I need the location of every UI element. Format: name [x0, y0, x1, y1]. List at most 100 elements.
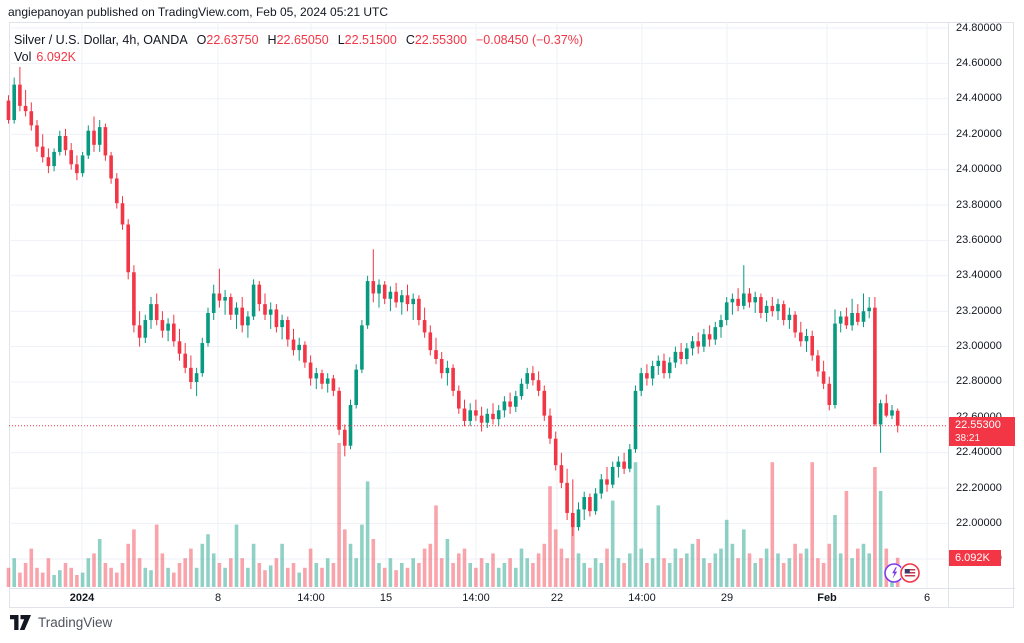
candle-body: [428, 332, 433, 351]
candle-body: [781, 304, 786, 321]
candle-body: [377, 284, 381, 294]
candle-body: [365, 281, 370, 326]
volume-bar: [428, 543, 433, 587]
volume-bar: [360, 524, 364, 587]
candle-body: [103, 127, 108, 156]
volume-bar: [827, 543, 832, 587]
volume-bar: [764, 548, 769, 587]
candle-body: [189, 367, 193, 382]
candle-body: [753, 297, 757, 303]
volume-bar: [126, 543, 130, 587]
candle-body: [713, 327, 718, 340]
volume-bar: [400, 563, 404, 587]
candle-body: [457, 390, 461, 409]
time-tick-label: 14:00: [297, 592, 325, 604]
time-axis[interactable]: [9, 588, 1015, 608]
volume-bar: [747, 553, 752, 587]
tradingview-logo[interactable]: TradingView: [10, 615, 112, 630]
legend-row-volume: Vol 6.092K: [14, 49, 583, 66]
volume-bar: [434, 505, 438, 587]
volume-bar: [479, 558, 484, 587]
volume-bar: [382, 567, 387, 587]
candle-body: [343, 429, 347, 446]
candle-body: [291, 339, 296, 351]
candle-body: [52, 151, 56, 167]
candle-body: [571, 512, 575, 528]
candle-body: [610, 466, 615, 485]
volume-bar: [804, 548, 809, 587]
volume-bar: [605, 548, 609, 587]
candle-body: [177, 341, 182, 354]
volume-bar: [793, 543, 797, 587]
candle-body: [685, 348, 689, 359]
ohlc-o-value: O22.63750: [196, 33, 259, 47]
ohlc-c-value: C22.55300: [405, 33, 467, 47]
candle-body: [240, 307, 244, 326]
candle-body: [468, 410, 472, 421]
time-tick-label: Feb: [817, 592, 837, 604]
volume-bar: [109, 567, 113, 587]
time-tick-label: 14:00: [628, 592, 656, 604]
volume-bar: [194, 567, 199, 587]
price-tick-label: 22.80000: [956, 375, 1002, 388]
volume-bar: [548, 486, 552, 587]
candle-body: [690, 341, 695, 349]
change-value: −0.08450 (−0.37%): [475, 33, 584, 47]
candle-body: [109, 155, 113, 179]
candle-body: [616, 461, 621, 467]
volume-bar: [365, 481, 370, 587]
volume-bar: [810, 462, 814, 587]
volume-bar: [314, 563, 319, 587]
candle-body: [154, 304, 159, 321]
candle-body: [479, 415, 484, 423]
volume-bar: [286, 567, 290, 587]
volume-bar: [496, 567, 501, 587]
volume-bar: [343, 529, 347, 587]
volume-bar: [291, 563, 296, 587]
candle-body: [246, 316, 250, 326]
candle-body: [92, 130, 96, 145]
candle-body: [120, 203, 125, 225]
candle-body: [251, 284, 256, 317]
us-flag-event-icon[interactable]: [899, 562, 921, 584]
candle-body: [799, 332, 803, 342]
price-tick-label: 24.40000: [956, 92, 1002, 105]
candle-body: [143, 320, 148, 338]
candle-body: [297, 344, 301, 351]
candle-body: [565, 482, 569, 513]
volume-bar: [690, 543, 695, 587]
attribution-text: angiepanoyan published on TradingView.co…: [8, 5, 389, 19]
volume-bar: [377, 563, 381, 587]
candle-body: [382, 284, 387, 299]
candle-body: [827, 383, 832, 405]
volume-bar: [303, 567, 307, 587]
volume-bar: [576, 553, 581, 587]
candle-body: [411, 298, 415, 305]
candle-body: [200, 343, 205, 374]
chart-legend[interactable]: Silver / U.S. Dollar, 4h, OANDA O22.63750…: [14, 32, 583, 66]
volume-bar: [280, 543, 284, 587]
volume-bar: [485, 563, 490, 587]
volume-bar: [759, 558, 763, 587]
candle-body: [405, 295, 410, 305]
candle-body: [485, 413, 490, 423]
candle-body: [474, 410, 478, 416]
candle-body: [633, 390, 638, 450]
candle-body: [434, 350, 438, 359]
volume-bar: [491, 553, 495, 587]
volume-bar: [622, 563, 626, 587]
volume-bar: [850, 558, 854, 587]
volume-bar: [69, 567, 73, 587]
volume-bar: [610, 500, 615, 587]
volume-bar: [40, 572, 45, 587]
candle-body: [536, 380, 541, 391]
candle-body: [223, 297, 227, 301]
volume-bar: [565, 558, 569, 587]
candle-body: [394, 291, 398, 303]
volume-bar: [776, 553, 780, 587]
volume-bar: [97, 539, 102, 587]
candle-body: [833, 323, 837, 405]
volume-bar: [457, 553, 461, 587]
volume-bar: [274, 558, 279, 587]
